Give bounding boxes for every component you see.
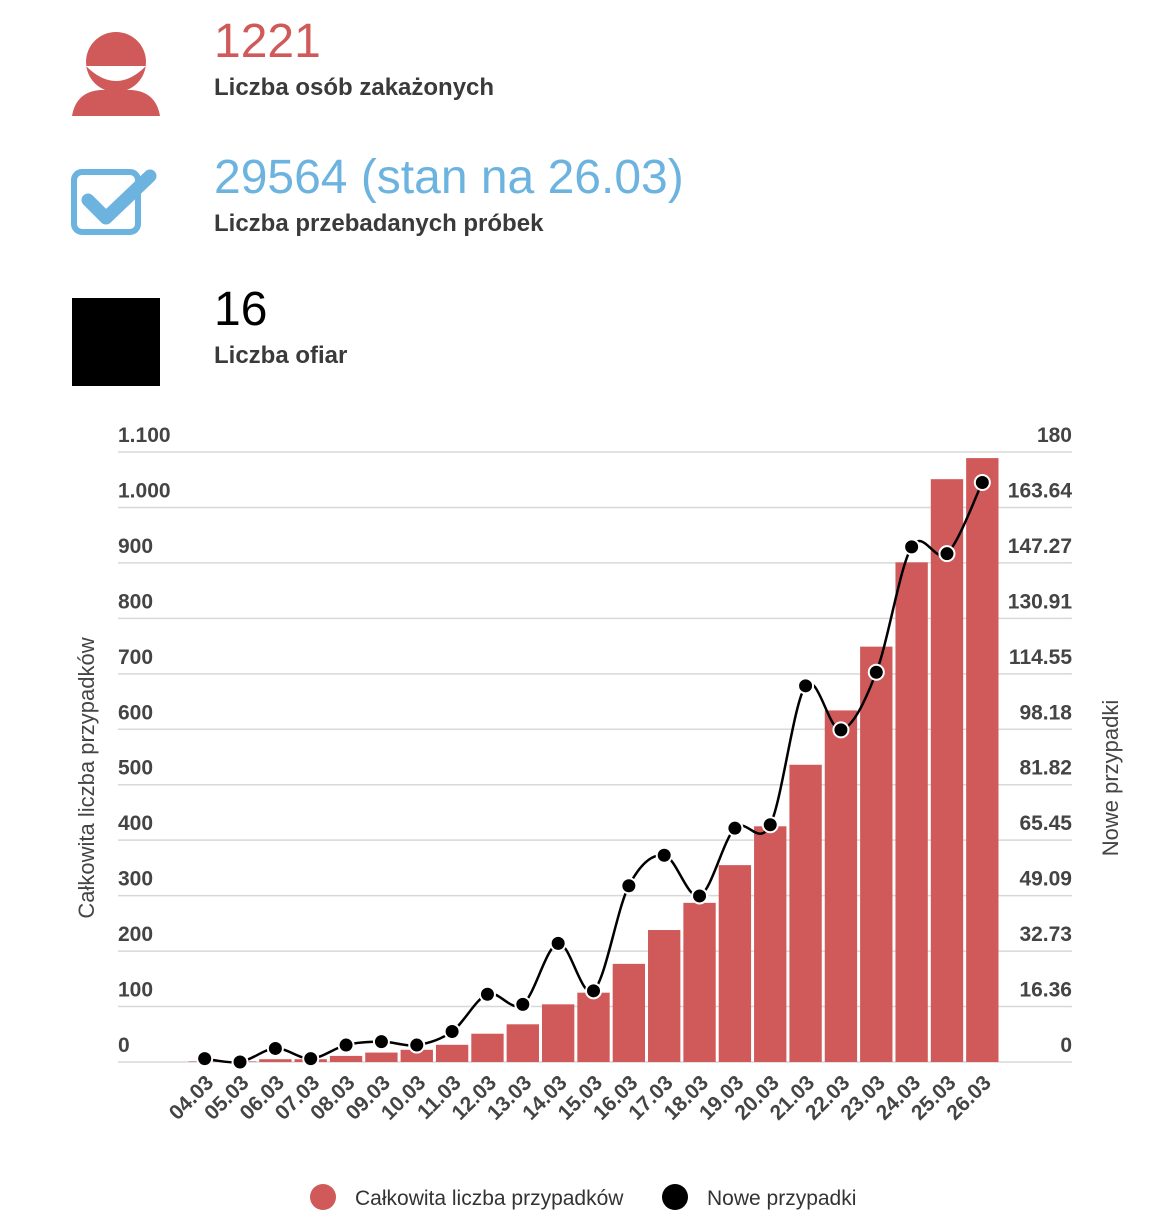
bar <box>966 458 999 1063</box>
line-point <box>337 1036 355 1054</box>
bar <box>541 1004 575 1062</box>
y-tick-label: 200 <box>118 923 153 946</box>
bar <box>718 865 752 1062</box>
line-point <box>973 474 991 491</box>
line-point <box>903 538 921 556</box>
line-point <box>302 1050 320 1068</box>
bar <box>754 826 787 1062</box>
y2-tick-label: 98.18 <box>1019 701 1072 724</box>
y-tick-label: 800 <box>118 590 153 613</box>
legend-label: Całkowita liczba przypadków <box>355 1187 624 1210</box>
stat-value: 16 <box>214 283 268 336</box>
bar <box>471 1033 504 1062</box>
line-point <box>408 1036 426 1054</box>
header-icons <box>71 32 160 386</box>
line-point <box>691 887 709 905</box>
bar <box>683 902 716 1062</box>
bar <box>612 963 646 1062</box>
y2-tick-label: 130.91 <box>1008 590 1073 613</box>
y-tick-label: 1.000 <box>118 479 171 502</box>
y2-tick-label: 147.27 <box>1008 535 1072 558</box>
y-axis-title: Całkowita liczba przypadków <box>74 637 99 918</box>
line-point <box>867 663 885 681</box>
y2-tick-label: 0 <box>1060 1034 1072 1057</box>
bar <box>329 1055 363 1062</box>
stat: 16 Liczba ofiar <box>214 282 347 370</box>
check-icon <box>71 169 157 235</box>
line-point <box>585 982 602 1000</box>
y2-tick-label: 163.64 <box>1008 479 1073 502</box>
bar <box>365 1052 398 1062</box>
stat: 1221 Liczba osób zakażonych <box>214 14 494 102</box>
line-point <box>266 1039 284 1057</box>
bar <box>648 930 681 1062</box>
y2-tick-label: 81.82 <box>1019 757 1072 780</box>
bar <box>506 1024 539 1062</box>
y2-tick-label: 65.45 <box>1019 812 1072 835</box>
y-tick-label: 0 <box>118 1034 130 1057</box>
bar <box>577 992 610 1062</box>
stat-value: 1221 <box>214 15 321 68</box>
bar <box>400 1049 433 1062</box>
legend-label: Nowe przypadki <box>707 1187 856 1210</box>
line-point <box>761 816 779 834</box>
y2-tick-label: 114.55 <box>1009 646 1072 669</box>
y-tick-label: 700 <box>118 646 153 669</box>
line-point <box>514 995 532 1013</box>
line-point <box>549 934 567 952</box>
stat-value: 29564 (stan na 26.03) <box>214 151 684 204</box>
y-tick-label: 600 <box>118 701 153 724</box>
y2-tick-label: 16.36 <box>1019 979 1072 1002</box>
line-point <box>372 1033 390 1051</box>
line-point <box>231 1053 249 1071</box>
y-tick-label: 500 <box>118 757 153 780</box>
line-point <box>443 1023 461 1040</box>
stat: 29564 (stan na 26.03) Liczba przebadanych… <box>214 150 684 238</box>
bar <box>435 1044 469 1062</box>
bar <box>824 710 858 1062</box>
y-tick-label: 300 <box>118 868 153 891</box>
stat-label: Liczba ofiar <box>214 342 348 369</box>
y-tick-label: 100 <box>118 979 153 1002</box>
person-icon <box>72 32 160 116</box>
y-tick-label: 1.100 <box>118 424 171 447</box>
y2-tick-label: 180 <box>1037 424 1072 447</box>
line-point <box>655 846 673 864</box>
black-square-icon <box>72 298 160 386</box>
y2-axis-title: Nowe przypadki <box>1098 700 1123 857</box>
y-tick-label: 400 <box>118 812 153 835</box>
line-point <box>726 819 744 837</box>
bar <box>895 562 928 1062</box>
line-point <box>620 877 638 895</box>
line-point <box>478 985 496 1003</box>
legend-marker <box>662 1184 688 1210</box>
line-point <box>938 545 956 563</box>
line-point <box>196 1050 214 1068</box>
y2-tick-label: 49.09 <box>1019 868 1072 891</box>
line-point <box>797 677 815 695</box>
bar <box>860 646 893 1062</box>
y2-tick-label: 32.73 <box>1019 923 1072 946</box>
stat-label: Liczba osób zakażonych <box>214 74 495 101</box>
legend-marker <box>310 1184 336 1210</box>
bar <box>930 479 964 1062</box>
bar <box>259 1059 292 1062</box>
line-point <box>832 721 850 739</box>
bar <box>789 764 822 1062</box>
stat-label: Liczba przebadanych próbek <box>214 210 544 237</box>
y-tick-label: 900 <box>118 535 153 558</box>
